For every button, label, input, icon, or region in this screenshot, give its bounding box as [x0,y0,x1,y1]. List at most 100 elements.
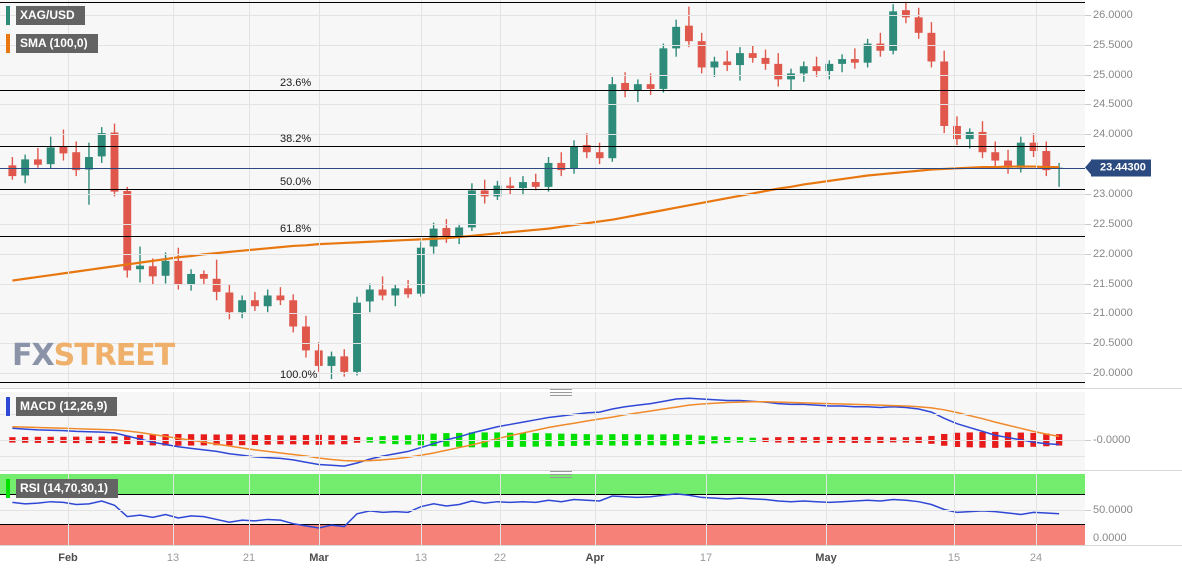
axis-tick [1085,74,1091,76]
fibonacci-level-label: 100.0% [280,369,318,381]
candle-body [1042,151,1051,171]
fibonacci-level-line[interactable] [0,146,1085,147]
vertical-gridline [319,392,320,470]
candle-body [799,66,808,74]
fxstreet-watermark: FXSTREET [12,338,176,373]
time-axis-label: 21 [242,552,256,564]
current-price-line [0,167,1085,169]
legend-macd-label: MACD (12,26,9) [16,397,118,416]
horizontal-gridline [0,283,1085,285]
candle-body [812,66,821,72]
candle-body [633,84,642,91]
vertical-gridline [500,392,501,470]
candle-body [493,185,502,197]
horizontal-gridline [0,74,1085,76]
legend-rsi-label: RSI (14,70,30,1) [16,479,119,498]
candle-body [136,265,144,270]
watermark-suffix: STREET [53,338,176,373]
price-chart-panel[interactable]: FXSTREET 0.0%23.6%38.2%50.0%61.8%100.0% … [0,0,1182,388]
candle-body [570,146,578,169]
time-axis[interactable]: Feb 13 21 Mar 13 22 Apr 17 May 15 24 [0,545,1182,571]
sma-line [12,165,1060,282]
candle-body [697,41,706,68]
legend-sma[interactable]: SMA (100,0) [6,34,98,53]
candle-body [314,350,323,366]
candle-body [531,182,540,187]
sma-color-swatch [6,34,10,53]
price-axis-label: 20.0000 [1093,367,1133,380]
horizontal-gridline [0,313,1085,315]
fibonacci-level-line[interactable] [0,236,1085,237]
vertical-gridline [249,392,250,470]
candle-body [914,17,923,33]
candle-body [825,63,834,72]
resize-grip-rsi[interactable] [550,471,572,478]
candle-body [33,159,42,165]
current-price-badge[interactable]: 23.44300 [1091,159,1151,177]
fibonacci-level-label: 61.8% [280,223,312,235]
legend-rsi[interactable]: RSI (14,70,30,1) [6,479,119,498]
price-axis-label: 22.0000 [1093,247,1133,260]
horizontal-gridline [0,343,1085,345]
resize-grip-macd[interactable] [550,389,572,396]
horizontal-gridline [0,44,1085,46]
candle-body [863,43,872,63]
candle-body [901,10,910,18]
time-axis-label: May [815,552,837,564]
macd-series-svg [9,397,1063,467]
candle-body [250,300,259,307]
candle-body [940,61,949,126]
price-axis-label: 25.0000 [1093,68,1133,81]
axis-tick [1085,14,1091,16]
fibonacci-level-line[interactable] [0,90,1085,91]
candle-body [582,145,591,153]
horizontal-gridline [0,194,1085,195]
time-axis-label: 22 [493,552,507,564]
candle-body [225,292,234,313]
macd-panel[interactable]: -0.0000 MACD (12,26,9) [0,392,1182,470]
macd-axis[interactable]: -0.0000 [1085,392,1182,470]
price-axis-label: 20.5000 [1093,337,1133,350]
candle-body [455,227,464,237]
symbol-color-swatch [6,6,10,25]
legend-macd[interactable]: MACD (12,26,9) [6,397,118,416]
horizontal-gridline [0,223,1085,225]
rsi-plot-area[interactable] [0,474,1085,545]
candle-body [684,25,693,42]
candle-body [199,273,208,279]
fibonacci-level-line[interactable] [0,189,1085,190]
price-axis-label: 21.0000 [1093,307,1133,320]
rsi-series-svg [12,493,1060,529]
price-axis-label: 24.5000 [1093,98,1133,111]
candle-body [302,326,310,351]
candle-body [416,247,425,294]
macd-plot-area[interactable] [0,392,1085,470]
vertical-gridline [706,392,707,470]
rsi-panel[interactable]: 50.0000 0.0000 RSI (14,70,30,1) [0,474,1182,546]
candle-body [1004,160,1012,168]
candle-body [327,356,336,366]
price-plot-area[interactable]: FXSTREET 0.0% 23.6% 38.2% 50.0% 61.8% 100.0% [0,0,1085,388]
candle-body [965,131,974,140]
price-axis-label: 22.5000 [1093,217,1133,230]
fibonacci-level-line[interactable] [0,2,1085,3]
vertical-gridline [68,392,69,470]
candle-body [276,295,285,301]
macd-signal-line [12,400,1060,462]
candle-body [97,133,106,157]
time-axis-label: 13 [166,552,180,564]
legend-symbol[interactable]: XAG/USD [6,6,85,25]
candle-body [876,43,885,51]
rsi-axis[interactable]: 50.0000 0.0000 [1085,474,1182,546]
candle-body [723,61,732,66]
price-axis[interactable]: 26.0000 25.5000 25.0000 24.5000 24.0000 23.00… [1085,0,1182,388]
candle-body [353,302,361,372]
candle-body [787,73,795,80]
fibonacci-level-line[interactable] [0,382,1085,383]
candle-body [404,288,413,295]
axis-tick [1085,343,1091,345]
candle-body [238,300,247,313]
candle-body [672,26,681,49]
candle-body [46,147,55,165]
vertical-gridline [954,392,955,470]
